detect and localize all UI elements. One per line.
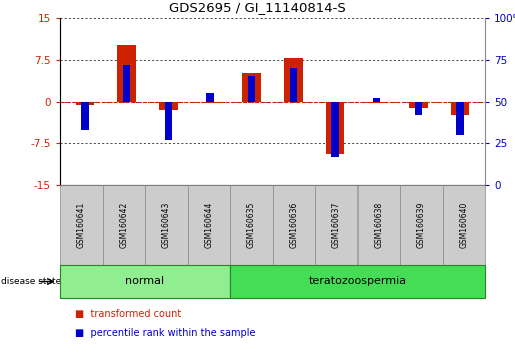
Text: GSM160637: GSM160637 (332, 202, 341, 248)
Bar (325, 102, 345, 154)
Text: GSM160635: GSM160635 (247, 202, 256, 248)
Bar (165, 102, 172, 140)
Text: GSM160641: GSM160641 (77, 202, 86, 248)
Text: GSM160643: GSM160643 (162, 202, 171, 248)
Bar (248, 76, 255, 102)
Bar (289, 68, 297, 102)
Bar (409, 102, 428, 108)
Bar (456, 102, 464, 135)
Text: GSM160644: GSM160644 (204, 202, 213, 248)
Bar (123, 65, 130, 102)
Text: disease state: disease state (1, 277, 61, 286)
Bar (331, 102, 339, 156)
Text: GSM160638: GSM160638 (374, 202, 383, 248)
Bar (242, 73, 261, 102)
Text: GDS2695 / GI_11140814-S: GDS2695 / GI_11140814-S (169, 1, 346, 15)
Text: teratozoospermia: teratozoospermia (308, 276, 406, 286)
Text: GSM160636: GSM160636 (289, 202, 298, 248)
Bar (76, 102, 94, 105)
Text: ■  transformed count: ■ transformed count (76, 309, 182, 319)
Bar (201, 102, 219, 103)
Bar (451, 102, 469, 115)
Text: GSM160640: GSM160640 (459, 202, 468, 248)
Bar (367, 102, 386, 103)
Bar (373, 98, 381, 102)
Bar (206, 93, 214, 102)
Bar (81, 102, 89, 130)
Text: normal: normal (126, 276, 165, 286)
Bar (284, 58, 303, 102)
Text: GSM160642: GSM160642 (119, 202, 128, 248)
Bar (117, 45, 136, 102)
Bar (159, 102, 178, 110)
Text: ■  percentile rank within the sample: ■ percentile rank within the sample (76, 328, 256, 338)
Bar (415, 102, 422, 115)
Text: GSM160639: GSM160639 (417, 202, 426, 248)
